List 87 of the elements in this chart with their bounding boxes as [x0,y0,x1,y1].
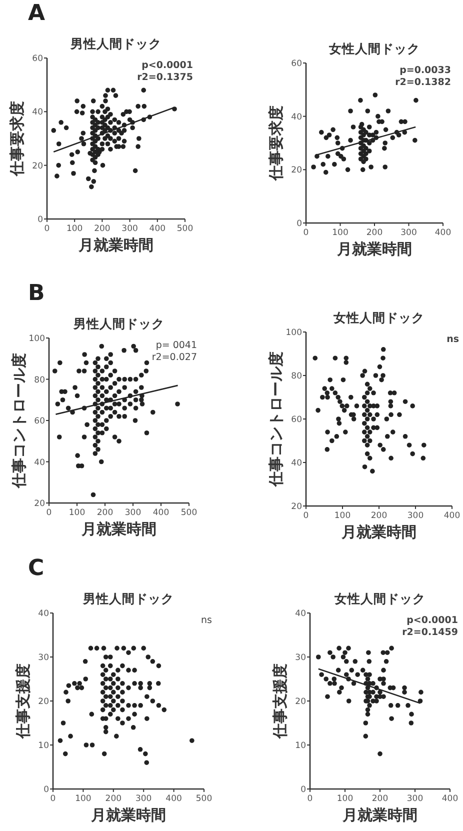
text: C [28,556,44,581]
y-tick-label: 80 [291,372,302,382]
y-tick-label: 0 [38,215,43,225]
chart-title: 男性人間ドック [72,316,164,331]
y-tick-label: 20 [291,502,302,512]
y-tick-label: 20 [38,697,49,707]
chart-title: 女性人間ドック [328,41,420,56]
y-axis-title: 仕事要求度 [267,106,285,182]
annotation: p=0.0033 [400,65,451,76]
x-tick-label: 300 [124,508,142,518]
x-tick-label: 500 [180,508,198,518]
y-tick-label: 30 [295,653,306,663]
y-tick-label: 40 [34,458,45,468]
chart-title: 女性人間ドック [334,591,426,606]
chart-title: 男性人間ドック [82,591,174,606]
x-tick-label: 300 [406,794,424,804]
text: A [28,1,46,26]
y-tick-label: 60 [34,416,45,426]
x-tick-label: 200 [372,794,388,804]
x-axis-title: 月就業時間 [340,523,416,541]
x-tick-label: 200 [94,224,110,234]
y-tick-label: 20 [34,499,45,509]
annotation: ns [201,615,212,626]
y-tick-label: 100 [286,328,302,338]
y-tick-label: 100 [28,334,45,344]
x-tick-label: 300 [135,794,152,804]
y-axis-title: 仕事要求度 [8,101,26,177]
annotation: r2=0.1459 [402,627,458,638]
x-tick-label: 100 [68,508,86,518]
y-axis-title: 仕事支援度 [271,664,289,740]
annotation: r2=0.1375 [137,72,193,83]
annotation: r2=0.027 [152,352,197,363]
annotation: r2=0.1382 [395,77,451,88]
x-tick-label: 200 [370,511,388,521]
y-tick-label: 40 [291,458,302,468]
y-tick-label: 60 [32,54,43,64]
x-tick-label: 400 [149,224,166,234]
x-tick-label: 300 [407,511,424,521]
x-axis-title: 月就業時間 [336,240,412,258]
x-tick-label: 300 [122,224,138,234]
x-axis-title: 月就業時間 [80,520,156,538]
y-tick-label: 80 [34,375,45,386]
y-axis-title: 仕事コントロール度 [267,352,285,488]
y-tick-label: 30 [38,653,49,663]
y-axis-title: 仕事コントロール度 [10,353,28,489]
annotation: p<0.0001 [406,615,458,626]
x-tick-label: 300 [400,228,417,238]
x-tick-label: 500 [196,794,212,804]
y-tick-label: 40 [32,108,43,118]
x-tick-label: 100 [336,794,354,804]
x-tick-label: 100 [332,228,348,238]
y-tick-label: 40 [291,112,302,122]
y-tick-label: 60 [291,59,302,69]
x-tick-label: 0 [50,794,56,804]
x-tick-label: 400 [442,794,458,804]
x-axis-title: 月就業時間 [90,806,166,824]
text: B [28,281,45,306]
y-tick-label: 40 [38,609,49,619]
x-tick-label: 500 [176,224,194,234]
annotation: p= 0041 [156,340,197,351]
chart-title: 女性人間ドック [332,310,424,325]
x-axis-title: 月就業時間 [78,236,154,254]
y-tick-label: 20 [295,697,306,707]
x-tick-label: 200 [366,228,383,238]
x-tick-label: 200 [96,508,114,518]
x-tick-label: 400 [434,228,452,238]
annotation: p<0.0001 [142,60,193,71]
x-tick-label: 100 [66,224,83,234]
annotation: ns [446,334,460,345]
y-axis-title: 仕事支援度 [14,664,32,740]
y-tick-label: 60 [291,415,302,425]
y-tick-label: 10 [295,741,306,751]
y-tick-label: 0 [44,785,49,795]
x-tick-label: 100 [75,794,92,804]
y-tick-label: 40 [295,609,306,619]
y-tick-label: 20 [32,161,43,172]
x-tick-label: 0 [307,794,313,804]
x-tick-label: 400 [444,511,460,521]
x-tick-label: 200 [105,794,122,804]
chart-title: 男性人間ドック [70,36,162,51]
y-tick-label: 0 [300,785,306,795]
y-tick-label: 20 [291,166,302,176]
x-tick-label: 400 [152,508,170,518]
x-axis-title: 月就業時間 [342,806,418,824]
x-tick-label: 100 [334,511,351,521]
y-tick-label: 10 [38,741,49,751]
x-tick-label: 400 [166,794,182,804]
